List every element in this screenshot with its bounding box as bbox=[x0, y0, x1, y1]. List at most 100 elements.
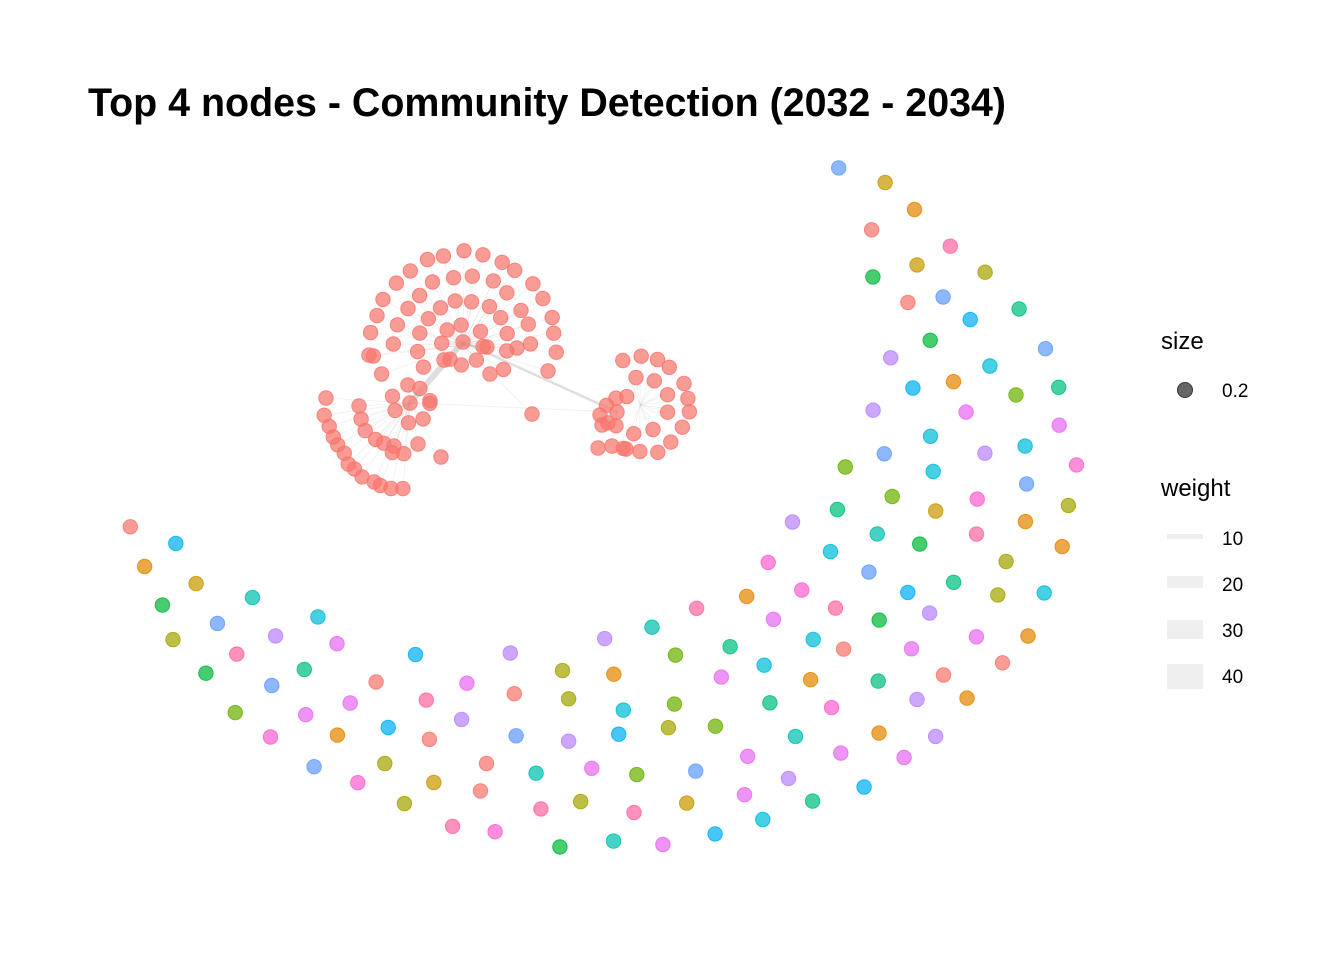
node-community bbox=[329, 636, 345, 652]
node-community bbox=[407, 646, 424, 663]
node-community bbox=[896, 749, 912, 766]
node-community bbox=[605, 833, 622, 849]
node-main-community bbox=[362, 324, 379, 341]
node-main-community bbox=[420, 311, 437, 327]
node-community bbox=[883, 350, 899, 366]
node-community bbox=[805, 631, 821, 648]
node-community bbox=[660, 720, 677, 736]
node-community bbox=[528, 765, 544, 781]
node-community bbox=[227, 704, 243, 721]
node-main-community bbox=[525, 276, 541, 292]
node-main-community bbox=[632, 443, 648, 460]
node-community bbox=[756, 657, 772, 673]
node-community bbox=[925, 463, 941, 480]
node-community bbox=[968, 526, 985, 542]
node-community bbox=[877, 174, 893, 191]
node-main-community bbox=[385, 336, 401, 352]
node-community bbox=[444, 818, 461, 834]
node-community bbox=[829, 501, 846, 518]
node-community bbox=[244, 589, 261, 606]
edge bbox=[360, 402, 411, 420]
node-community bbox=[722, 639, 738, 655]
node-main-community bbox=[618, 441, 634, 457]
node-main-community bbox=[318, 390, 334, 406]
node-main-community bbox=[412, 325, 428, 341]
node-community bbox=[861, 564, 877, 580]
edge bbox=[393, 343, 464, 346]
node-main-community bbox=[619, 388, 635, 405]
node-community bbox=[188, 575, 204, 592]
node-community bbox=[935, 667, 952, 683]
edge bbox=[639, 398, 688, 406]
node-community bbox=[909, 257, 925, 273]
node-community bbox=[945, 374, 962, 390]
node-community bbox=[606, 666, 622, 682]
node-community bbox=[871, 612, 887, 628]
node-main-community bbox=[513, 302, 529, 319]
node-community bbox=[472, 783, 489, 799]
node-community bbox=[310, 609, 326, 625]
node-main-community bbox=[479, 339, 495, 355]
node-community bbox=[666, 696, 683, 712]
node-community bbox=[876, 446, 892, 462]
node-community bbox=[802, 672, 819, 688]
node-main-community bbox=[463, 294, 480, 310]
node-community bbox=[626, 804, 642, 821]
node-community bbox=[533, 801, 549, 817]
node-main-community bbox=[411, 287, 428, 304]
node-main-community bbox=[439, 322, 455, 338]
node-community bbox=[296, 661, 312, 678]
node-main-community bbox=[674, 419, 690, 435]
node-main-community bbox=[628, 369, 644, 386]
edge bbox=[397, 324, 464, 346]
node-community bbox=[823, 699, 840, 716]
node-community bbox=[1051, 417, 1067, 433]
node-community bbox=[426, 774, 442, 791]
node-community bbox=[922, 428, 939, 444]
node-community bbox=[794, 582, 810, 598]
node-community bbox=[968, 629, 985, 645]
node-main-community bbox=[375, 291, 391, 308]
node-community bbox=[165, 631, 181, 648]
node-main-community bbox=[456, 243, 472, 259]
legend-weight-label: 30 bbox=[1222, 621, 1243, 642]
node-community bbox=[508, 728, 524, 744]
node-community bbox=[1051, 379, 1067, 395]
node-community bbox=[267, 628, 284, 644]
node-community bbox=[958, 404, 974, 420]
node-hub bbox=[402, 395, 418, 411]
node-main-community bbox=[681, 404, 698, 420]
node-main-community bbox=[373, 366, 390, 382]
node-community bbox=[922, 332, 938, 348]
node-community bbox=[707, 826, 723, 842]
node-community bbox=[122, 519, 139, 535]
node-community bbox=[487, 824, 503, 840]
node-community bbox=[377, 755, 393, 772]
node-main-community bbox=[386, 438, 402, 454]
legend-weight-key-30 bbox=[1167, 620, 1203, 639]
node-main-community bbox=[676, 375, 692, 392]
node-main-community bbox=[475, 247, 491, 263]
edge bbox=[462, 292, 508, 346]
node-main-community bbox=[445, 270, 462, 286]
node-community bbox=[597, 630, 613, 647]
node-main-community bbox=[499, 325, 515, 342]
node-community bbox=[990, 587, 1006, 603]
node-community bbox=[869, 526, 885, 542]
legend-weight-label: 20 bbox=[1222, 575, 1243, 596]
node-community bbox=[1037, 341, 1054, 357]
node-main-community bbox=[507, 262, 523, 278]
node-community bbox=[198, 665, 214, 681]
node-community bbox=[573, 793, 589, 810]
node-community bbox=[679, 795, 695, 811]
node-community bbox=[453, 711, 470, 728]
node-community bbox=[912, 536, 928, 552]
node-community bbox=[755, 811, 771, 828]
node-community bbox=[1060, 497, 1077, 514]
node-main-community bbox=[535, 290, 551, 307]
node-main-community bbox=[410, 436, 426, 452]
node-community bbox=[1008, 387, 1024, 403]
node-community bbox=[611, 726, 627, 742]
node-main-community bbox=[472, 323, 489, 340]
node-community bbox=[863, 222, 880, 238]
